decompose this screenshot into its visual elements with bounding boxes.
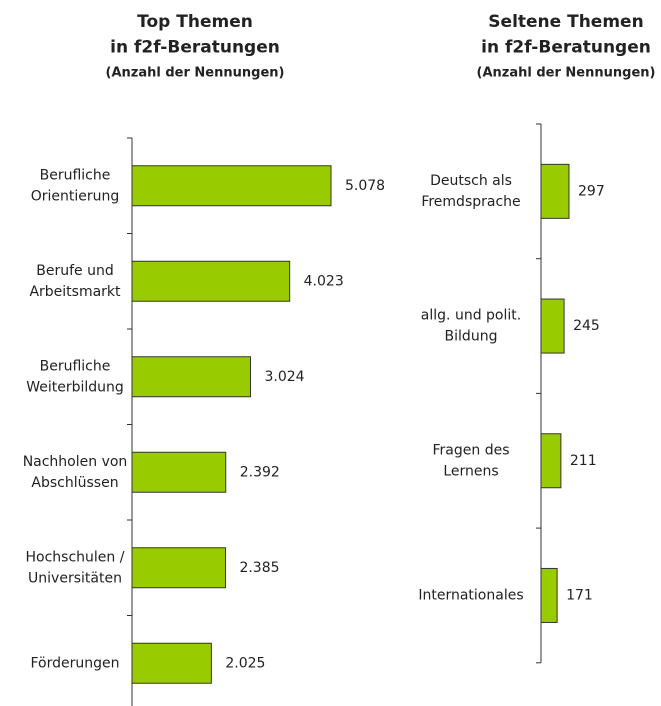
value-label: 211 xyxy=(570,453,597,469)
chart-title: Top Themen xyxy=(137,12,253,32)
category-label: Nachholen von Abschlüssen xyxy=(23,454,128,491)
value-label: 4.023 xyxy=(304,273,344,289)
category-label: Hochschulen / Universitäten xyxy=(26,549,125,586)
category-label: Berufliche Orientierung xyxy=(31,167,120,204)
category-label: Internationales xyxy=(418,587,523,603)
category-label: Förderungen xyxy=(30,655,119,671)
category-label: Berufe und Arbeitsmarkt xyxy=(29,263,121,300)
value-label: 2.392 xyxy=(240,464,280,480)
category-label: Berufliche Weiterbildung xyxy=(26,358,124,395)
value-label: 171 xyxy=(566,587,593,603)
bar xyxy=(131,260,291,302)
chart-title: (Anzahl der Nennungen) xyxy=(477,66,656,81)
bar xyxy=(131,547,226,589)
chart-title: Seltene Themen xyxy=(488,12,643,32)
value-label: 2.385 xyxy=(239,560,279,576)
value-label: 5.078 xyxy=(345,178,385,194)
value-label: 297 xyxy=(578,183,605,199)
category-label: allg. und polit. Bildung xyxy=(421,308,521,345)
chart-title: in f2f-Beratungen xyxy=(481,38,651,58)
bar xyxy=(540,163,570,219)
chart-title: in f2f-Beratungen xyxy=(110,38,280,58)
bar xyxy=(131,451,227,493)
bar xyxy=(131,165,332,207)
value-label: 3.024 xyxy=(265,369,305,385)
bar xyxy=(131,642,212,684)
bar xyxy=(540,433,562,489)
value-label: 2.025 xyxy=(225,655,265,671)
bar xyxy=(131,356,252,398)
chart-title: (Anzahl der Nennungen) xyxy=(106,66,285,81)
bar xyxy=(540,567,558,623)
category-label: Deutsch als Fremdsprache xyxy=(421,173,520,210)
value-label: 245 xyxy=(573,318,600,334)
bar xyxy=(540,298,565,354)
category-label: Fragen des Lernens xyxy=(433,442,510,479)
